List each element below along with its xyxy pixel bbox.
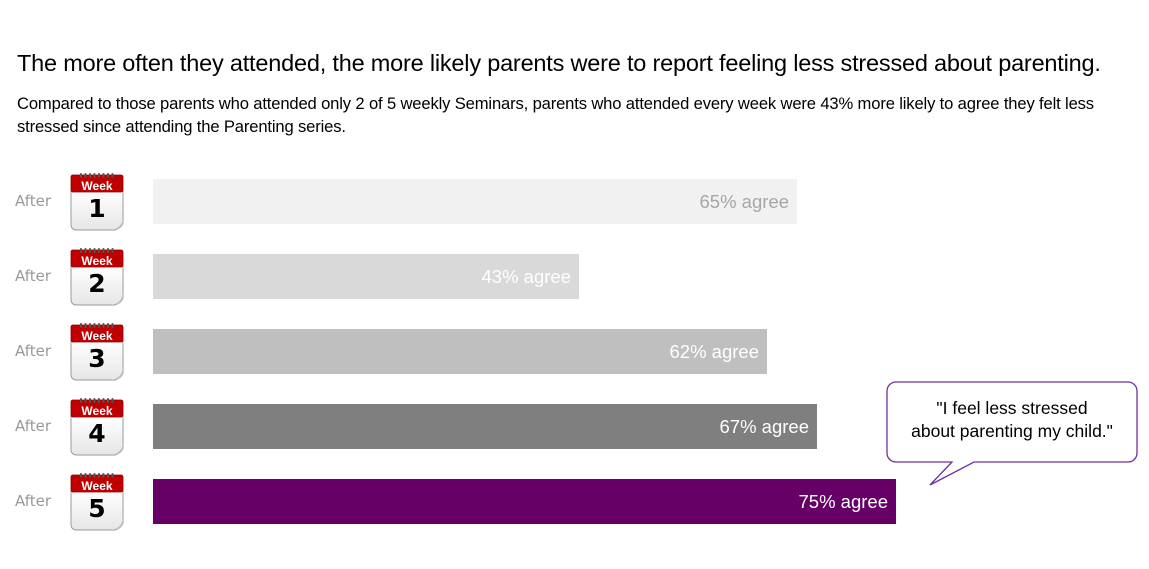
- row-label: After: [15, 417, 52, 435]
- calendar-week-number: 4: [88, 419, 106, 448]
- calendar-week-word: Week: [81, 254, 113, 268]
- calendar-week-number: 3: [88, 344, 106, 373]
- bar: 65% agree: [153, 179, 797, 224]
- bar-data-label: 75% agree: [798, 491, 888, 512]
- chart-subtitle: Compared to those parents who attended o…: [17, 94, 1094, 136]
- callout-line-1: "I feel less stressed: [936, 398, 1088, 418]
- bar-data-label: 67% agree: [719, 416, 809, 437]
- row-label: After: [15, 192, 52, 210]
- calendar-week-word: Week: [81, 479, 113, 493]
- callout-line-2: about parenting my child.": [911, 421, 1113, 441]
- bar-data-label: 43% agree: [481, 266, 571, 287]
- week-calendar-icon: Week 3: [67, 322, 127, 382]
- week-calendar-icon: Week 4: [67, 397, 127, 457]
- calendar-week-number: 2: [88, 269, 106, 298]
- bar: 75% agree: [153, 479, 896, 524]
- bar: 67% agree: [153, 404, 817, 449]
- bar-data-label: 65% agree: [699, 191, 789, 212]
- calendar-week-number: 1: [88, 194, 106, 223]
- week-calendar-icon: Week 2: [67, 247, 127, 307]
- row-label: After: [15, 492, 52, 510]
- calendar-week-word: Week: [81, 329, 113, 343]
- chart-title: The more often they attended, the more l…: [17, 50, 1101, 76]
- bar-data-label: 62% agree: [669, 341, 759, 362]
- row-label: After: [15, 342, 52, 360]
- bar: 43% agree: [153, 254, 579, 299]
- row-label: After: [15, 267, 52, 285]
- calendar-week-word: Week: [81, 404, 113, 418]
- week-calendar-icon: Week 5: [67, 472, 127, 532]
- calendar-week-number: 5: [88, 494, 106, 523]
- week-calendar-icon: Week 1: [67, 172, 127, 232]
- callout-quote: "I feel less stressed about parenting my…: [887, 397, 1137, 443]
- bar: 62% agree: [153, 329, 767, 374]
- calendar-week-word: Week: [81, 179, 113, 193]
- speech-bubble: [886, 381, 1138, 486]
